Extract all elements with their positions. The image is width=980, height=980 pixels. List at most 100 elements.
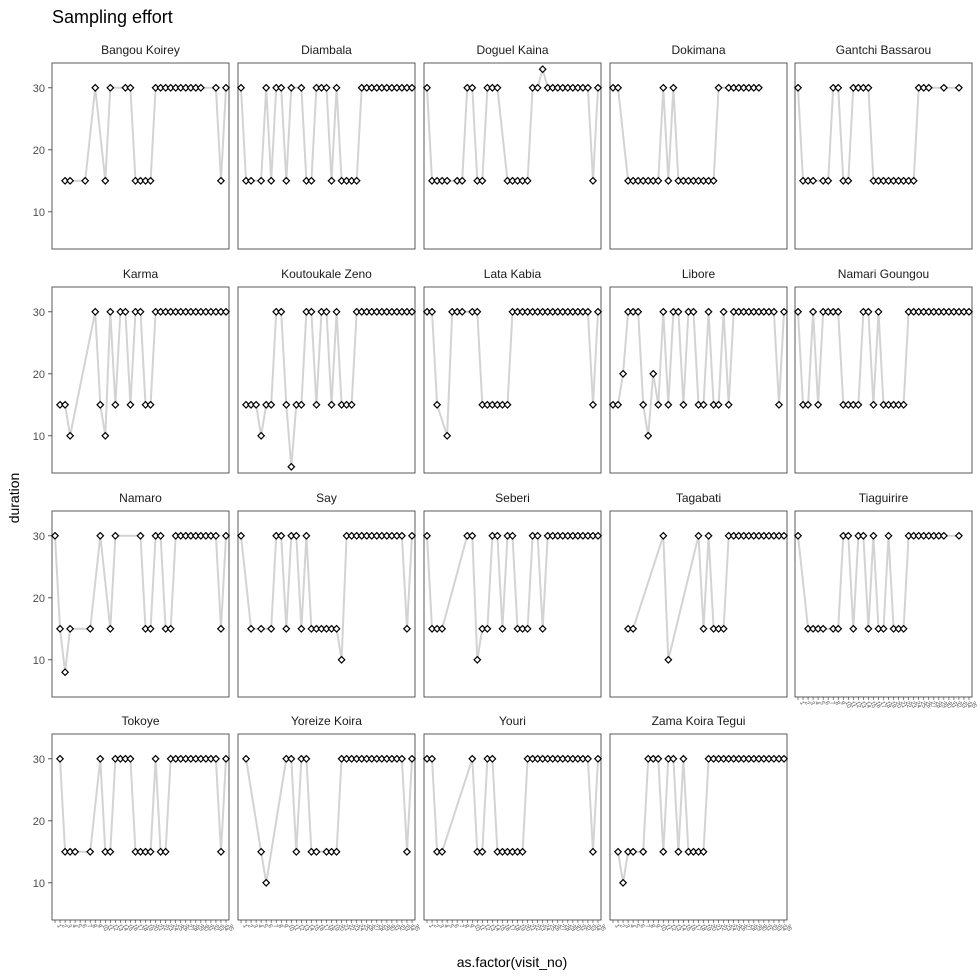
data-point [427, 754, 437, 763]
data-point [438, 624, 447, 633]
x-tick-label: 15 [498, 924, 506, 933]
panel-border [794, 286, 973, 474]
data-point [814, 400, 823, 409]
x-tick-label: 19 [704, 924, 712, 933]
data-point [824, 176, 833, 185]
data-point [106, 624, 115, 633]
data-point [899, 400, 908, 409]
data-point [493, 531, 502, 540]
data-point [674, 847, 683, 856]
data-point [101, 176, 110, 185]
data-point [719, 624, 728, 633]
data-point [121, 307, 130, 316]
data-point [332, 624, 341, 633]
data-point [669, 83, 678, 92]
x-tick-label: 29 [754, 924, 762, 933]
data-point [793, 307, 803, 316]
data-point [834, 624, 843, 633]
data-point [292, 531, 301, 540]
data-point [779, 754, 789, 763]
facet-panel: Seberi [422, 491, 603, 698]
x-tick-label: 33 [402, 924, 410, 933]
plot-title: Sampling effort [52, 7, 173, 27]
x-tick-label: 24 [171, 924, 179, 933]
data-point [588, 400, 598, 409]
data-point [438, 847, 447, 856]
x-tick-label: 31 [206, 924, 214, 933]
x-tick-label: 30 [573, 924, 581, 933]
data-point [297, 400, 306, 409]
x-tick-label: 21 [528, 924, 536, 933]
facet-strip-label: Dokimana [671, 43, 725, 57]
x-tick-label: 11 [477, 924, 485, 933]
x-tick-label: 13 [487, 924, 495, 933]
data-point [55, 754, 65, 763]
data-point [433, 400, 442, 409]
data-point [674, 307, 683, 316]
facet-panel: Libore [608, 267, 789, 474]
data-point [869, 400, 878, 409]
data-point [593, 307, 603, 316]
x-tick-label: 10 [472, 924, 480, 933]
x-tick-label: 17 [879, 701, 887, 710]
facet-strip-label: Namari Goungou [838, 267, 929, 281]
x-tick-label: 25 [919, 701, 927, 710]
x-tick-label: 33 [959, 701, 967, 710]
data-point [719, 307, 728, 316]
data-point [874, 307, 883, 316]
x-tick-label: 31 [764, 924, 772, 933]
x-tick-label: 16 [317, 924, 325, 933]
y-tick-label: 30 [33, 307, 45, 319]
x-tick-label: 26 [181, 924, 189, 933]
data-point [869, 531, 878, 540]
x-tick-label: 22 [904, 701, 912, 710]
x-tick-label: 18 [884, 701, 892, 710]
data-point [664, 400, 673, 409]
x-tick-label: 31 [392, 924, 400, 933]
x-tick-label: 33 [588, 924, 596, 933]
x-axis-title: as.factor(visit_no) [457, 954, 567, 970]
data-point [619, 878, 628, 887]
x-tick-label: 17 [322, 924, 330, 933]
data-point [523, 624, 532, 633]
x-tick-label: 22 [533, 924, 541, 933]
x-tick-label: 20 [337, 924, 345, 933]
x-tick-label: 29 [939, 701, 947, 710]
x-tick-label: 14 [493, 924, 501, 933]
data-point [964, 307, 974, 316]
data-point [483, 624, 492, 633]
x-tick-label: 23 [352, 924, 360, 933]
x-tick-label: 11 [291, 924, 299, 933]
data-point [247, 624, 256, 633]
x-tick-label: 1 [55, 924, 62, 930]
x-tick-label: 11 [105, 924, 113, 933]
data-point [629, 624, 638, 633]
facet-panel: Tokoye1020301234567891011121314151617181… [33, 714, 235, 933]
data-point [659, 307, 668, 316]
facet-panel: Koutoukale Zeno [237, 267, 417, 474]
data-point [161, 847, 170, 856]
data-point [864, 307, 873, 316]
x-tick-label: 18 [327, 924, 335, 933]
data-point [287, 754, 296, 763]
data-point [588, 847, 598, 856]
data-point [458, 176, 467, 185]
data-point [337, 655, 346, 664]
data-point [327, 400, 336, 409]
y-tick-label: 10 [33, 431, 45, 443]
data-point [644, 431, 653, 440]
data-point [91, 83, 100, 92]
data-point [257, 847, 266, 856]
x-tick-label: 27 [558, 924, 566, 933]
data-point [302, 754, 311, 763]
facet-grid: Bangou Koirey 10 20 30 Diambala Doguel Kaina D… [33, 43, 978, 933]
facet-panel: Bangou Koirey 10 20 30 [33, 43, 231, 250]
facet-strip-label: Tiaguirire [859, 491, 909, 505]
x-tick-label: 17 [694, 924, 702, 933]
data-point [327, 176, 336, 185]
data-point [257, 431, 266, 440]
data-point [664, 655, 673, 664]
x-tick-label: 10 [843, 701, 851, 710]
data-point [654, 754, 663, 763]
data-point [136, 531, 145, 540]
